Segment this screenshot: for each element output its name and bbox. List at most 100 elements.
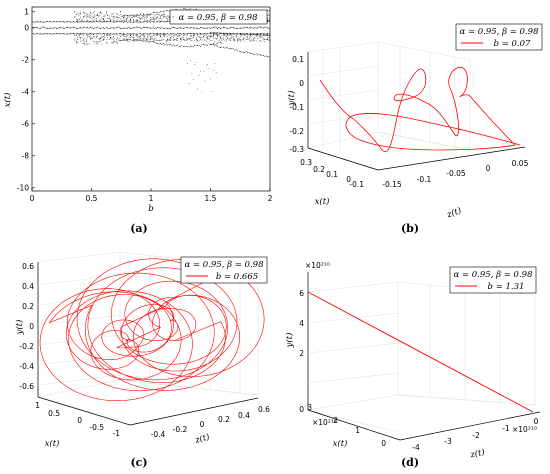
panel-a-point xyxy=(32,21,34,23)
panel-a-point xyxy=(195,27,197,29)
panel-a-point xyxy=(205,64,207,66)
panel-a-point xyxy=(101,20,103,22)
panel-a-point xyxy=(113,16,114,18)
panel-a-point xyxy=(255,35,257,37)
panel-a-point xyxy=(193,37,194,39)
panel-a-point xyxy=(77,20,79,22)
panel-a-point xyxy=(145,33,147,35)
panel-a-point xyxy=(257,38,258,40)
panel-a-point xyxy=(212,44,214,46)
panel-a-point xyxy=(87,14,89,16)
panel-a-point xyxy=(214,38,216,39)
panel-a-point xyxy=(245,33,247,35)
panel-a-point xyxy=(177,38,179,39)
panel-a-point xyxy=(180,27,181,29)
panel-a-point xyxy=(221,42,223,44)
panel-a-point xyxy=(124,33,126,35)
panel-a-point xyxy=(124,17,126,19)
panel-a-point xyxy=(140,35,141,37)
panel-a-point xyxy=(147,27,149,29)
panel-a-point xyxy=(87,37,89,39)
panel-a-point xyxy=(207,36,209,38)
panel-a-point xyxy=(262,39,264,41)
panel-a-point xyxy=(81,34,83,36)
panel-a-point xyxy=(93,12,94,14)
panel-a-point xyxy=(155,14,157,15)
panel-a-point xyxy=(220,28,221,29)
panel-a-point xyxy=(144,26,146,28)
panel-a-point xyxy=(48,27,50,29)
panel-a-point xyxy=(138,37,140,39)
panel-a-point xyxy=(114,33,116,35)
panel-a-point xyxy=(153,39,154,40)
panel-a-point xyxy=(78,33,80,35)
panel-a-point xyxy=(87,33,89,35)
panel-a-point xyxy=(161,39,163,41)
panel-a-point xyxy=(208,43,210,45)
panel-a-point xyxy=(232,38,234,39)
panel-a-point xyxy=(193,35,194,37)
panel-a-point xyxy=(74,39,76,41)
panel-a-point xyxy=(103,17,104,19)
panel-a-point xyxy=(120,28,121,30)
panel-a-point xyxy=(165,43,167,45)
panel-a-point xyxy=(223,39,224,40)
panel-a-point xyxy=(258,34,260,36)
panel-a-point xyxy=(230,34,231,36)
panel-a-point xyxy=(262,34,264,36)
panel-a-point xyxy=(244,35,246,36)
panel-a-point xyxy=(247,33,249,34)
panel-a-point xyxy=(268,20,270,22)
panel-a-point xyxy=(185,37,187,38)
panel-b-ztick-label: -0.15 xyxy=(382,180,402,189)
panel-a-point xyxy=(95,20,97,22)
panel-a-point xyxy=(137,14,139,16)
panel-d-xtick-label: 1 xyxy=(355,426,360,435)
panel-a-point xyxy=(104,38,106,40)
panel-a-point xyxy=(204,39,206,40)
panel-a-point xyxy=(234,39,236,41)
panel-a-point xyxy=(107,43,109,45)
panel-a-point xyxy=(137,34,139,36)
panel-a-point xyxy=(187,35,189,36)
panel-a-point xyxy=(85,43,87,45)
panel-a-point xyxy=(114,18,116,19)
panel-a-point xyxy=(194,27,196,29)
panel-a-point xyxy=(158,14,160,16)
panel-a-point xyxy=(75,35,77,37)
panel-a-point xyxy=(144,16,146,18)
panel-a: 0 0.5 1 1.5 2 -10 -8 -6 -4 -2 0 1 b x(t) · α = 0.9… xyxy=(2,6,273,235)
panel-a-point xyxy=(204,35,206,36)
panel-a-point xyxy=(62,21,64,23)
panel-a-point xyxy=(155,33,157,35)
panel-a-point xyxy=(88,33,90,35)
panel-a-point xyxy=(211,33,213,34)
panel-a-point xyxy=(217,42,219,44)
panel-a-point xyxy=(151,33,153,35)
panel-a-point xyxy=(132,27,134,29)
panel-a-point xyxy=(231,37,233,39)
panel-a-point xyxy=(154,15,156,17)
panel-a-point xyxy=(84,43,86,44)
panel-a-point xyxy=(158,40,160,42)
panel-a-point xyxy=(175,8,177,10)
panel-a-point xyxy=(124,14,126,16)
panel-a-point xyxy=(115,21,117,23)
panel-a-ytick-label: 0 xyxy=(24,23,29,32)
panel-a-point xyxy=(200,33,201,35)
panel-a-point xyxy=(180,33,181,35)
panel-a-point xyxy=(91,18,93,20)
panel-a-point xyxy=(200,33,201,34)
panel-a-point xyxy=(240,27,241,29)
panel-a-point xyxy=(177,32,179,34)
panel-a-point xyxy=(102,21,104,23)
panel-a-point xyxy=(83,11,84,13)
panel-a-point xyxy=(187,33,189,34)
panel-a-point xyxy=(207,27,209,29)
panel-a-point xyxy=(204,33,206,35)
panel-a-point xyxy=(187,63,189,64)
panel-a-point xyxy=(138,33,140,35)
panel-a-point xyxy=(200,38,201,40)
panel-c-ztick-label: -0.2 xyxy=(173,425,188,434)
panel-a-point xyxy=(150,27,151,29)
